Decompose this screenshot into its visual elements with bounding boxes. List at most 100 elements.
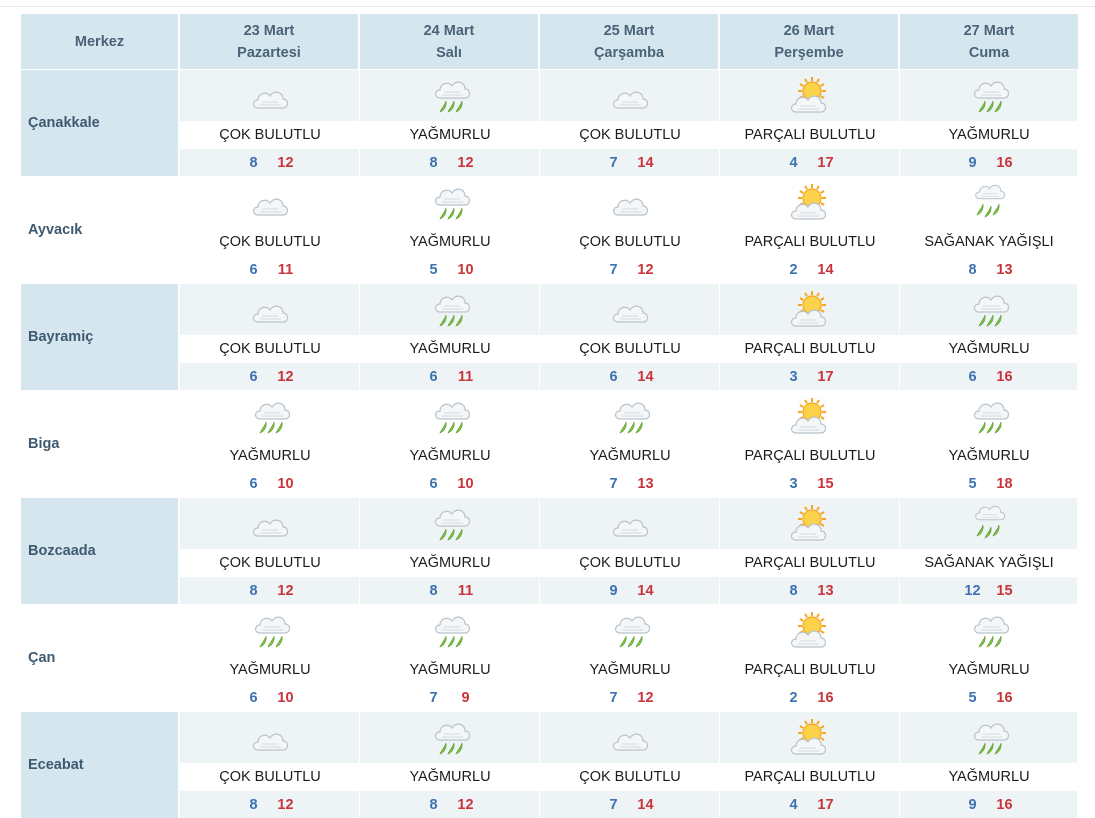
forecast-cell: ÇOK BULUTLU 8 12 <box>180 70 360 176</box>
rain-icon <box>967 718 1011 758</box>
max-temp: 12 <box>457 796 474 813</box>
table-row: Ayvacık ÇOK BULUTLU 6 11 YAĞMURLU 5 10 ÇOK BULU… <box>21 177 1078 283</box>
weather-icon-slot <box>720 712 900 763</box>
weather-icon-slot <box>720 605 900 656</box>
weather-icon-slot <box>540 498 720 549</box>
max-temp: 16 <box>996 368 1013 385</box>
weather-condition: PARÇALI BULUTLU <box>720 763 900 791</box>
forecast-table: Merkez 23 Mart Pazartesi 24 Mart Salı 25… <box>21 14 1078 818</box>
weather-icon-slot <box>540 70 720 121</box>
weather-condition: YAĞMURLU <box>540 656 720 684</box>
forecast-cell: ÇOK BULUTLU 8 12 <box>180 712 360 818</box>
temperature-range: 7 13 <box>540 470 720 497</box>
weather-icon-slot <box>360 284 540 335</box>
min-temp: 7 <box>609 689 618 706</box>
temperature-range: 9 16 <box>900 149 1078 176</box>
day-weekday: Pazartesi <box>237 44 301 61</box>
forecast-cell: YAĞMURLU 5 18 <box>900 391 1078 497</box>
min-temp: 7 <box>609 154 618 171</box>
max-temp: 10 <box>277 475 294 492</box>
header-day-1: 23 Mart Pazartesi <box>180 14 360 69</box>
day-weekday: Çarşamba <box>593 44 665 61</box>
weather-condition: YAĞMURLU <box>900 656 1078 684</box>
weather-condition: ÇOK BULUTLU <box>180 228 360 256</box>
weather-icon-slot <box>720 284 900 335</box>
day-date: 25 Mart <box>603 22 655 39</box>
cloudy-icon <box>248 183 292 223</box>
min-temp: 9 <box>968 154 977 171</box>
min-temp: 3 <box>789 368 798 385</box>
showers-icon <box>967 183 1011 223</box>
weather-icon-slot <box>360 605 540 656</box>
min-temp: 8 <box>249 154 258 171</box>
forecast-cell: YAĞMURLU 6 16 <box>900 284 1078 390</box>
temperature-range: 5 16 <box>900 684 1078 711</box>
rain-icon <box>428 611 472 651</box>
city-name: Çanakkale <box>21 70 178 176</box>
min-temp: 6 <box>609 368 618 385</box>
temperature-range: 8 12 <box>180 791 360 818</box>
day-weekday: Salı <box>436 44 462 61</box>
temperature-range: 2 14 <box>720 256 900 283</box>
forecast-cell: YAĞMURLU 9 16 <box>900 712 1078 818</box>
partly-cloudy-icon <box>788 397 832 437</box>
cloudy-icon <box>248 290 292 330</box>
city-name: Eceabat <box>21 712 178 818</box>
forecast-cell: YAĞMURLU 7 9 <box>360 605 540 711</box>
cloudy-icon <box>608 290 652 330</box>
max-temp: 11 <box>277 261 294 278</box>
weather-condition: ÇOK BULUTLU <box>180 763 360 791</box>
city-name: Çan <box>28 650 56 666</box>
max-temp: 12 <box>277 582 294 599</box>
weather-icon-slot <box>720 498 900 549</box>
weather-condition: ÇOK BULUTLU <box>540 121 720 149</box>
max-temp: 10 <box>457 475 474 492</box>
min-temp: 5 <box>429 261 438 278</box>
temperature-range: 6 10 <box>180 470 360 497</box>
cloudy-icon <box>608 718 652 758</box>
weather-icon-slot <box>900 284 1078 335</box>
temperature-range: 8 13 <box>900 256 1078 283</box>
temperature-range: 8 13 <box>720 577 900 604</box>
temperature-range: 8 12 <box>360 149 540 176</box>
weather-condition: YAĞMURLU <box>900 335 1078 363</box>
weather-condition: PARÇALI BULUTLU <box>720 656 900 684</box>
day-weekday: Cuma <box>968 44 1010 61</box>
max-temp: 17 <box>817 154 834 171</box>
weather-condition: PARÇALI BULUTLU <box>720 228 900 256</box>
table-row: Eceabat ÇOK BULUTLU 8 12 YAĞMURLU 8 12 ÇOK BULU… <box>21 712 1078 818</box>
weather-icon-slot <box>180 284 360 335</box>
max-temp: 12 <box>637 261 654 278</box>
forecast-cell: YAĞMURLU 7 13 <box>540 391 720 497</box>
partly-cloudy-icon <box>788 76 832 116</box>
forecast-cell: PARÇALI BULUTLU 2 14 <box>720 177 900 283</box>
forecast-cell: ÇOK BULUTLU 9 14 <box>540 498 720 604</box>
min-temp: 8 <box>429 796 438 813</box>
weather-icon-slot <box>360 712 540 763</box>
weather-condition: YAĞMURLU <box>360 228 540 256</box>
forecast-cell: YAĞMURLU 6 10 <box>360 391 540 497</box>
partly-cloudy-icon <box>788 504 832 544</box>
min-temp: 8 <box>789 582 798 599</box>
weather-condition: YAĞMURLU <box>180 656 360 684</box>
city-name: Ayvacık <box>28 222 83 238</box>
rain-icon <box>967 290 1011 330</box>
min-temp: 4 <box>789 796 798 813</box>
forecast-cell: ÇOK BULUTLU 8 12 <box>180 498 360 604</box>
weather-condition: YAĞMURLU <box>540 442 720 470</box>
temperature-range: 5 10 <box>360 256 540 283</box>
max-temp: 16 <box>817 689 834 706</box>
weather-condition: YAĞMURLU <box>900 763 1078 791</box>
min-temp: 4 <box>789 154 798 171</box>
max-temp: 14 <box>637 154 654 171</box>
temperature-range: 6 12 <box>180 363 360 390</box>
weather-icon-slot <box>900 498 1078 549</box>
temperature-range: 9 14 <box>540 577 720 604</box>
min-temp: 6 <box>249 475 258 492</box>
weather-icon-slot <box>720 177 900 228</box>
max-temp: 15 <box>817 475 834 492</box>
weather-condition: ÇOK BULUTLU <box>180 121 360 149</box>
max-temp: 10 <box>457 261 474 278</box>
top-divider <box>0 6 1095 7</box>
cloudy-icon <box>608 183 652 223</box>
